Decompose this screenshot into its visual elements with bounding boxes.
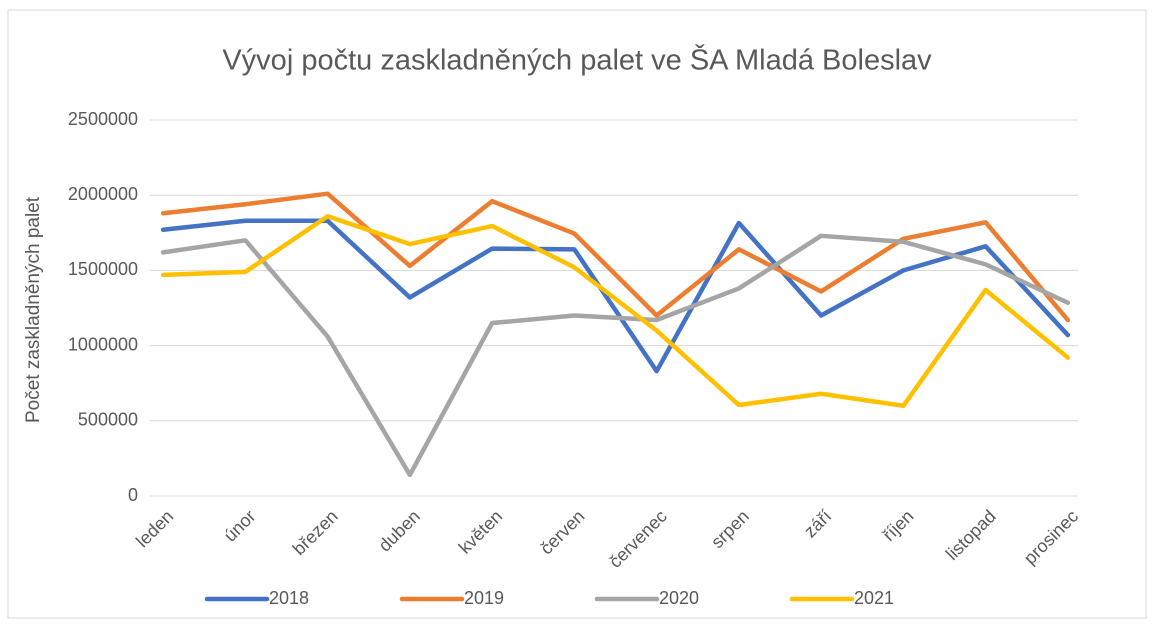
series-line <box>160 214 1071 409</box>
series-line <box>160 218 1071 374</box>
y-tick-label: 1000000 <box>68 334 138 354</box>
legend-label: 2020 <box>659 588 699 608</box>
y-tick-label: 0 <box>128 485 138 505</box>
chart-title: Vývoj počtu zaskladněných palet ve ŠA Ml… <box>222 43 932 77</box>
y-tick-label: 500000 <box>78 410 138 430</box>
series-line <box>160 191 1071 323</box>
legend-label: 2019 <box>464 588 504 608</box>
series-line <box>160 233 1071 478</box>
y-axis-label: Počet zaskladněných palet <box>23 196 44 423</box>
y-tick-label: 2000000 <box>68 184 138 204</box>
y-tick-label: 2500000 <box>68 109 138 129</box>
y-tick-label: 1500000 <box>68 259 138 279</box>
legend-label: 2021 <box>854 588 894 608</box>
legend-label: 2018 <box>269 588 309 608</box>
